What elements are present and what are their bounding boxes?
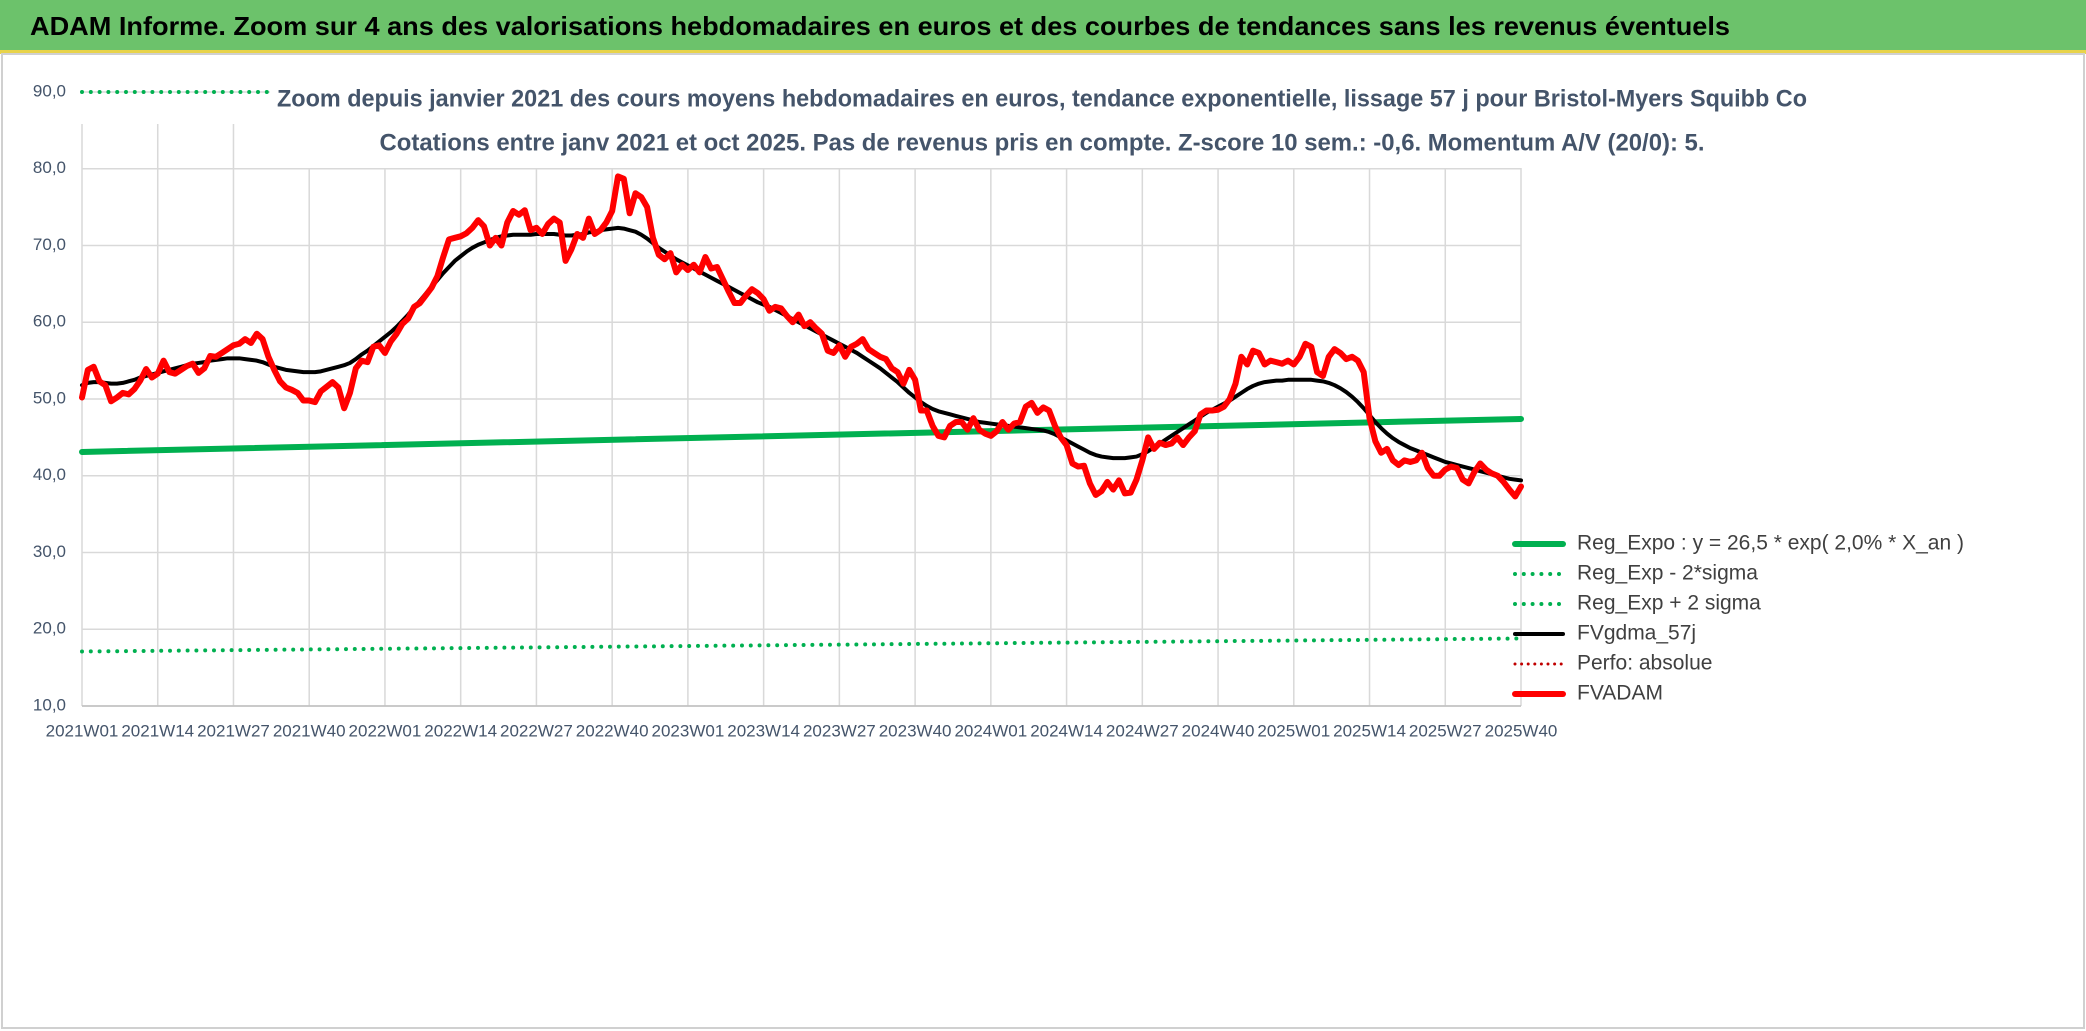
header-title: ADAM Informe. Zoom sur 4 ans des valoris… (30, 11, 1730, 41)
x-tick-label: 2021W14 (121, 721, 194, 740)
x-tick-label: 2024W01 (954, 721, 1027, 740)
x-tick-label: 2022W14 (424, 721, 497, 740)
x-tick-label: 2021W27 (197, 721, 270, 740)
x-tick-label: 2022W01 (349, 721, 422, 740)
x-tick-label: 2025W40 (1485, 721, 1558, 740)
legend: Reg_Expo : y = 26,5 * exp( 2,0% * X_an )… (1512, 532, 1964, 705)
x-tick-label: 2025W27 (1409, 721, 1482, 740)
y-tick-label: 20,0 (33, 619, 66, 638)
chart-title: Zoom depuis janvier 2021 des cours moyen… (277, 85, 1807, 112)
y-tick-label: 30,0 (33, 542, 66, 561)
x-tick-label: 2025W01 (1257, 721, 1330, 740)
header-stripe (0, 50, 2086, 54)
y-tick-label: 40,0 (33, 465, 66, 484)
series-line (79, 415, 1524, 455)
title-box (270, 78, 1815, 168)
plot-area: 10,0 20,0 30,0 40,0 50,0 60,0 70,0 80,0 90,0 2021… (33, 81, 1557, 740)
y-tick-label: 70,0 (33, 235, 66, 254)
legend-label: FVADAM (1577, 682, 1663, 705)
x-tick-label: 2021W40 (273, 721, 346, 740)
y-tick-label: 80,0 (33, 158, 66, 177)
legend-label: Perfo: absolue (1577, 652, 1712, 675)
x-tick-label: 2024W27 (1106, 721, 1179, 740)
y-tick-label: 50,0 (33, 388, 66, 407)
y-tick-label: 60,0 (33, 312, 66, 331)
series-line (79, 173, 1524, 500)
chart-subtitle: Cotations entre janv 2021 et oct 2025. P… (380, 129, 1705, 156)
x-tick-label: 2023W01 (652, 721, 725, 740)
x-tick-label: 2022W27 (500, 721, 573, 740)
header-bar (0, 0, 2086, 52)
legend-label: Reg_Exp - 2*sigma (1577, 562, 1758, 585)
x-tick-label: 2024W40 (1182, 721, 1255, 740)
legend-label: Reg_Expo : y = 26,5 * exp( 2,0% * X_an ) (1577, 532, 1964, 555)
x-tick-label: 2023W40 (879, 721, 952, 740)
x-tick-label: 2022W40 (576, 721, 649, 740)
y-tick-label: 90,0 (33, 81, 66, 100)
x-tick-label: 2023W14 (727, 721, 800, 740)
x-tick-label: 2024W14 (1030, 721, 1103, 740)
chart-frame (1, 53, 2085, 1029)
legend-label: Reg_Exp + 2 sigma (1577, 592, 1761, 615)
x-tick-label: 2025W14 (1333, 721, 1406, 740)
x-tick-label: 2021W01 (46, 721, 119, 740)
x-tick-label: 2023W27 (803, 721, 876, 740)
y-tick-label: 10,0 (33, 695, 66, 714)
legend-label: FVgdma_57j (1577, 622, 1696, 645)
